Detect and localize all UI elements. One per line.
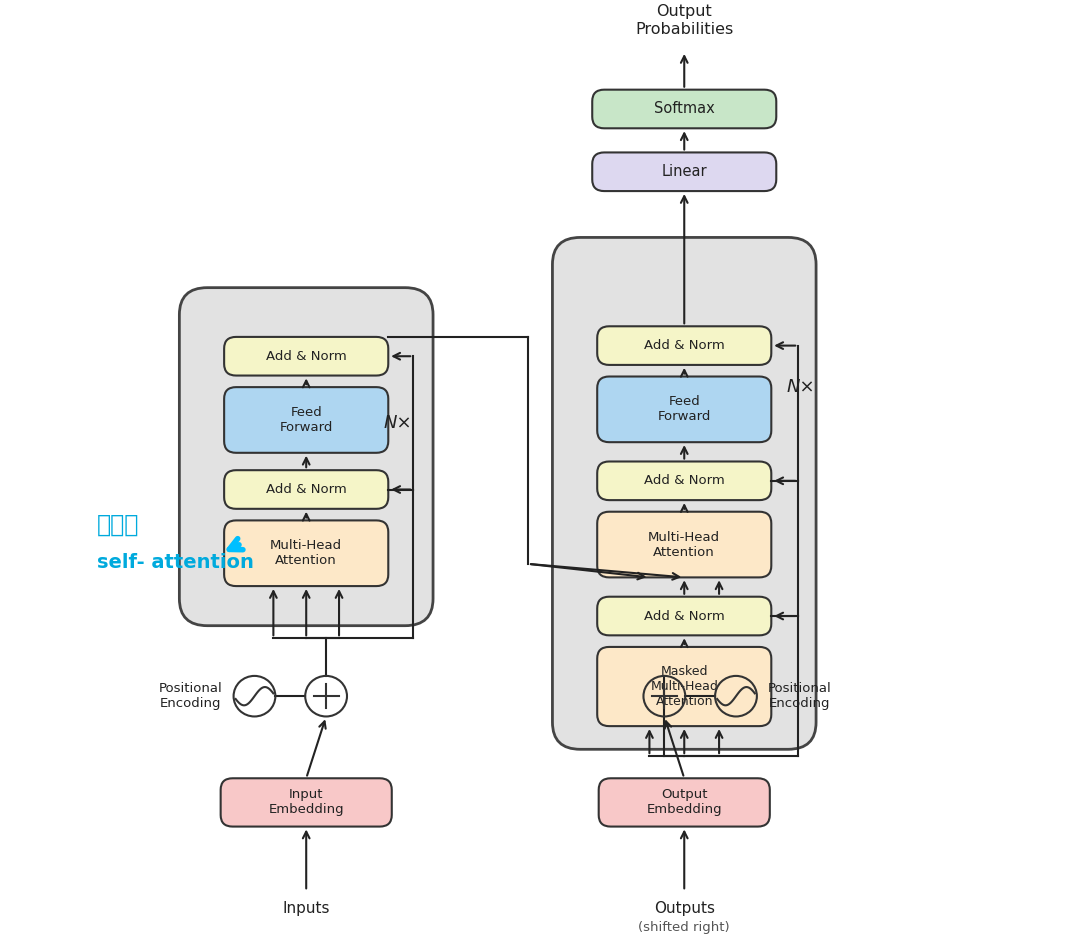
FancyBboxPatch shape	[592, 89, 777, 129]
Text: Outputs: Outputs	[653, 902, 715, 916]
Text: Add & Norm: Add & Norm	[644, 609, 725, 623]
FancyBboxPatch shape	[225, 387, 389, 453]
Text: N×: N×	[383, 414, 411, 432]
Text: Masked
Multi-Head
Attention: Masked Multi-Head Attention	[650, 665, 718, 708]
Text: Multi-Head
Attention: Multi-Head Attention	[270, 539, 342, 567]
Text: Multi-Head
Attention: Multi-Head Attention	[648, 530, 720, 559]
Text: Add & Norm: Add & Norm	[644, 474, 725, 487]
Text: Input
Embedding: Input Embedding	[269, 788, 345, 817]
FancyBboxPatch shape	[592, 152, 777, 191]
Text: Add & Norm: Add & Norm	[266, 483, 347, 496]
Text: Feed
Forward: Feed Forward	[658, 395, 711, 424]
Text: Positional
Encoding: Positional Encoding	[159, 683, 222, 710]
Text: Inputs: Inputs	[283, 902, 330, 916]
FancyBboxPatch shape	[597, 376, 771, 442]
Text: Output
Embedding: Output Embedding	[647, 788, 723, 817]
FancyBboxPatch shape	[225, 337, 389, 375]
FancyBboxPatch shape	[220, 779, 392, 826]
FancyBboxPatch shape	[597, 647, 771, 726]
Text: 为啊是: 为啊是	[97, 512, 139, 536]
FancyBboxPatch shape	[597, 597, 771, 635]
FancyBboxPatch shape	[597, 512, 771, 578]
FancyBboxPatch shape	[225, 470, 389, 508]
Text: Output
Probabilities: Output Probabilities	[635, 4, 733, 36]
FancyBboxPatch shape	[225, 521, 389, 586]
FancyBboxPatch shape	[597, 327, 771, 365]
Text: Linear: Linear	[661, 165, 707, 179]
Text: N×: N×	[786, 378, 814, 396]
FancyBboxPatch shape	[179, 288, 433, 625]
Text: Softmax: Softmax	[653, 102, 715, 116]
FancyBboxPatch shape	[553, 237, 816, 749]
Text: Positional
Encoding: Positional Encoding	[768, 683, 832, 710]
FancyBboxPatch shape	[598, 779, 770, 826]
Text: Add & Norm: Add & Norm	[266, 349, 347, 363]
Text: (shifted right): (shifted right)	[638, 922, 730, 935]
FancyBboxPatch shape	[597, 462, 771, 500]
Text: Feed
Forward: Feed Forward	[280, 406, 333, 434]
Text: Add & Norm: Add & Norm	[644, 339, 725, 352]
Text: self- attention: self- attention	[97, 553, 254, 572]
